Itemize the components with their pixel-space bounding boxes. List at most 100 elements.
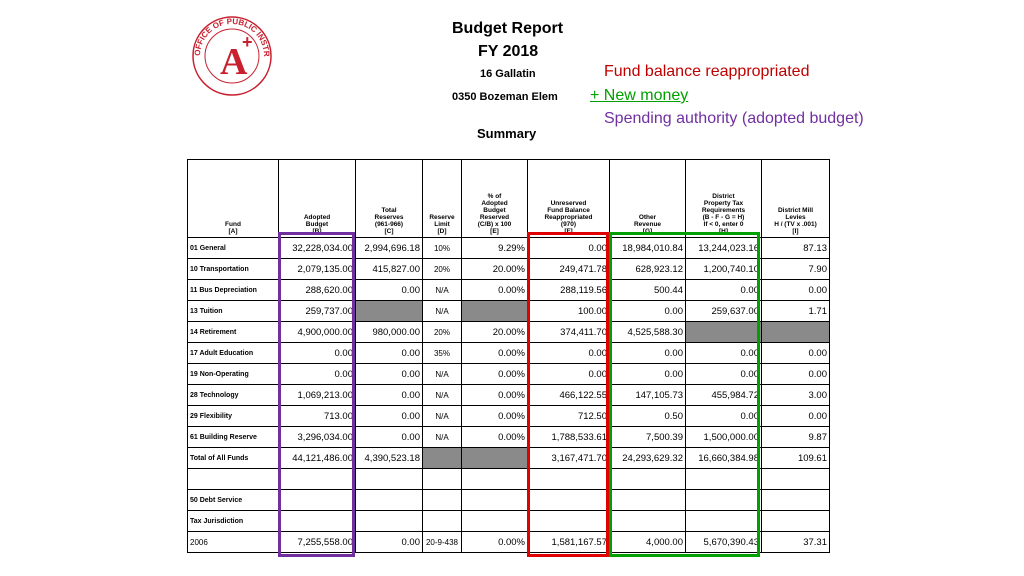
value-cell: N/A [422, 426, 462, 448]
value-cell: 87.13 [761, 237, 830, 259]
table-row: 28 Technology 1,069,213.00 0.00 N/A 0.00% 466… [187, 384, 830, 406]
annotation-fund-balance: Fund balance reappropriated [604, 63, 810, 80]
report-title: Budget Report [452, 20, 564, 37]
value-cell: 0.00% [461, 405, 528, 427]
total-cell [422, 447, 462, 469]
value-cell: 9.29% [461, 237, 528, 259]
value-cell: 20-9-438 [422, 531, 462, 553]
value-cell: 10% [422, 237, 462, 259]
value-cell: 0.00 [761, 342, 830, 364]
value-cell: 0.00 [761, 279, 830, 301]
value-cell: N/A [422, 279, 462, 301]
col-header: District Property Tax Requirements (B - … [685, 159, 762, 238]
col-header: Reserve Limit [D] [422, 159, 462, 238]
col-header: Adopted Budget [B] [278, 159, 356, 238]
value-cell: 7.90 [761, 258, 830, 280]
county: 16 Gallatin [480, 68, 536, 80]
value-cell: N/A [422, 300, 462, 322]
value-cell: 3.00 [761, 384, 830, 406]
value-cell: 0.00 [761, 363, 830, 385]
value-cell: 20.00% [461, 258, 528, 280]
value-cell: 9.87 [761, 426, 830, 448]
fund-name: 28 Technology [187, 384, 279, 406]
jurisdiction-year: 2006 [187, 531, 279, 553]
fund-name: 17 Adult Education [187, 342, 279, 364]
fiscal-year: FY 2018 [478, 43, 539, 60]
fund-name: 29 Flexibility [187, 405, 279, 427]
annotation-spending-authority: Spending authority (adopted budget) [604, 110, 864, 127]
table-header-row: Fund [A] Adopted Budget [B] Total Reserv… [187, 159, 830, 238]
empty-cell [461, 468, 528, 490]
fund-name: 61 Building Reserve [187, 426, 279, 448]
fund-name: 19 Non-Operating [187, 363, 279, 385]
empty-cell [461, 510, 528, 532]
value-cell: 0.00 [355, 384, 423, 406]
col-header: Unreserved Fund Balance Reappropriated (… [527, 159, 610, 238]
value-cell: 0.00% [461, 279, 528, 301]
debt-service-row: 50 Debt Service [187, 489, 830, 511]
table-row: 11 Bus Depreciation 288,620.00 0.00 N/A 0.00… [187, 279, 830, 301]
logo-mark: A [220, 41, 248, 83]
value-cell: 0.00 [355, 279, 423, 301]
fund-name: 11 Bus Depreciation [187, 279, 279, 301]
value-cell: 35% [422, 342, 462, 364]
value-cell: 0.00 [355, 363, 423, 385]
adopted-budget-highlight [278, 232, 355, 557]
empty-cell [355, 468, 423, 490]
value-cell: 20.00% [461, 321, 528, 343]
table-row: 10 Transportation 2,079,135.00 415,827.00 2… [187, 258, 830, 280]
value-cell: 0.00% [461, 342, 528, 364]
value-cell: 0.00 [761, 405, 830, 427]
value-cell: 0.00 [355, 405, 423, 427]
value-cell: 415,827.00 [355, 258, 423, 280]
fund-name: 10 Transportation [187, 258, 279, 280]
value-cell [355, 300, 423, 322]
value-cell: 0.00 [355, 342, 423, 364]
table-row: 13 Tuition 259,737.00 N/A 100.00 0.00 259,637… [187, 300, 830, 322]
value-cell: 0.00% [461, 384, 528, 406]
col-header: Fund [A] [187, 159, 279, 238]
reappropriated-highlight [527, 232, 609, 557]
empty-cell [422, 510, 462, 532]
value-cell: 980,000.00 [355, 321, 423, 343]
debt-data-row: 2006 7,255,558.00 0.00 20-9-438 0.00% 1,581,1… [187, 531, 830, 553]
col-header: % of Adopted Budget Reserved (C/B) x 100… [461, 159, 528, 238]
fund-name: 14 Retirement [187, 321, 279, 343]
value-cell: N/A [422, 405, 462, 427]
value-cell: 1.71 [761, 300, 830, 322]
col-header: District Mill Levies H / (TV x .001) [I] [761, 159, 830, 238]
value-cell [461, 300, 528, 322]
table-row: 19 Non-Operating 0.00 0.00 N/A 0.00% 0.00 0.00… [187, 363, 830, 385]
tax-jurisdiction-label: Tax Jurisdiction [187, 510, 279, 532]
total-label: Total of All Funds [187, 447, 279, 469]
fund-name: 01 General [187, 237, 279, 259]
empty-cell [355, 510, 423, 532]
budget-summary-table: Fund [A] Adopted Budget [B] Total Reserv… [187, 159, 830, 553]
tax-jurisdiction-row: Tax Jurisdiction [187, 510, 830, 532]
value-cell: 2,994,696.18 [355, 237, 423, 259]
empty-cell [761, 510, 830, 532]
empty-cell [422, 489, 462, 511]
empty-cell [761, 468, 830, 490]
value-cell: 0.00 [355, 426, 423, 448]
value-cell: N/A [422, 363, 462, 385]
empty-cell [355, 489, 423, 511]
total-cell [461, 447, 528, 469]
summary-heading: Summary [477, 126, 537, 141]
empty-cell [761, 489, 830, 511]
value-cell: 0.00% [461, 363, 528, 385]
col-header: Other Revenue [G] [609, 159, 686, 238]
value-cell: 20% [422, 321, 462, 343]
value-cell: 0.00% [461, 426, 528, 448]
opi-logo: OFFICE OF PUBLIC INSTRUCTION A + [190, 14, 272, 96]
value-cell: 37.31 [761, 531, 830, 553]
value-cell: 20% [422, 258, 462, 280]
total-cell: 4,390,523.18 [355, 447, 423, 469]
value-cell: N/A [422, 384, 462, 406]
district: 0350 Bozeman Elem [452, 91, 558, 103]
value-cell [761, 321, 830, 343]
value-cell: 0.00 [355, 531, 423, 553]
logo-plus: + [242, 32, 253, 52]
new-money-highlight [609, 232, 760, 557]
table-row: 01 General 32,228,034.00 2,994,696.18 10% 9.… [187, 237, 830, 259]
